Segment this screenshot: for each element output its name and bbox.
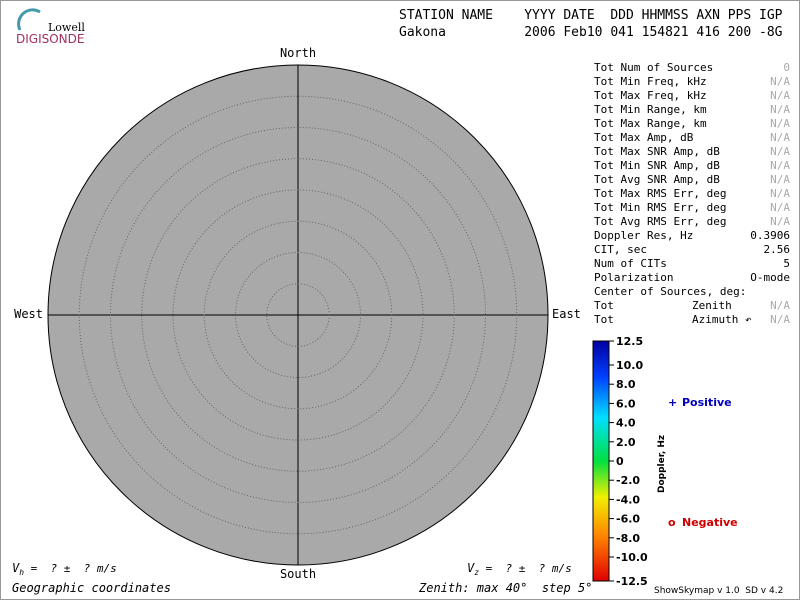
stat-label: Tot Min SNR Amp, dB: [594, 159, 720, 172]
stat-label: Polarization: [594, 271, 673, 284]
stat-value: O-mode: [750, 271, 790, 284]
stat-label: Tot Max Freq, kHz: [594, 89, 707, 102]
legend-positive-symbol: +: [668, 396, 677, 409]
polar-plot: [47, 64, 549, 566]
colorbar-tick-label: -4.0: [616, 493, 640, 506]
legend-negative-symbol: o: [668, 516, 676, 529]
stat-value: N/A: [770, 103, 790, 116]
colorbar-ticks: 12.5 10.0 8.0 6.0 4.0 2.0 0 -2.0 -4.0 -6.0 -8.0 -10…: [609, 335, 648, 588]
center-value: N/A: [770, 299, 790, 312]
zenith-ring: [141, 158, 455, 472]
stat-value: N/A: [770, 187, 790, 200]
colorbar-label: Doppler, Hz: [657, 435, 667, 493]
stat-value: N/A: [770, 89, 790, 102]
stat-value: N/A: [770, 145, 790, 158]
vh-rest: = ? ± ? m/s: [24, 562, 117, 575]
center-field: Zenith: [692, 299, 732, 312]
center-value: N/A: [770, 313, 790, 326]
stat-label: Tot Max Amp, dB: [594, 131, 694, 144]
colorbar-tick-label: 8.0: [616, 378, 636, 391]
center-title: Center of Sources, deg:: [594, 285, 746, 298]
vz-rest: = ? ± ? m/s: [479, 562, 572, 575]
vh-v: V: [12, 561, 20, 575]
stats: Tot Num of Sources 0 Tot Min Freq, kHz N/A T…: [594, 61, 790, 326]
stat-label: Tot Max SNR Amp, dB: [594, 145, 720, 158]
colorbar-tick-label: 6.0: [616, 397, 636, 410]
stat-value: 2.56: [764, 243, 791, 256]
stat-label: Tot Min Range, km: [594, 103, 707, 116]
colorbar-tick-label: -6.0: [616, 513, 640, 526]
colorbar: [592, 340, 610, 582]
stat-value: 0: [783, 61, 790, 74]
stat-label: Num of CITs: [594, 257, 667, 270]
north-label: North: [280, 46, 316, 60]
stat-label: CIT, sec: [594, 243, 647, 256]
colorbar-tick-label: 0: [616, 455, 624, 468]
header-labels: STATION NAME YYYY DATE DDD HHMMSS AXN PP…: [399, 8, 783, 23]
zenith-ring: [172, 189, 424, 441]
zenith-ring: [110, 127, 486, 503]
stat-value: N/A: [770, 215, 790, 228]
legend-positive: Positive: [682, 396, 732, 409]
vh-readout: Vh = ? ± ? m/s: [12, 561, 117, 577]
vh-sub: h: [19, 568, 24, 577]
colorbar-tick-label: 10.0: [616, 359, 643, 372]
west-label: West: [14, 307, 43, 321]
center-label: Tot: [594, 313, 614, 326]
colorbar-tick-label: 4.0: [616, 417, 636, 430]
stat-value: 0.3906: [750, 229, 790, 242]
stat-value: N/A: [770, 173, 790, 186]
stat-label: Tot Min RMS Err, deg: [594, 201, 726, 214]
vz-readout: Vz = ? ± ? m/s: [467, 561, 572, 577]
colorbar-tick-label: 2.0: [616, 436, 636, 449]
stat-value: 5: [783, 257, 790, 270]
east-label: East: [552, 307, 581, 321]
zenith-info: Zenith: max 40° step 5°: [418, 581, 592, 595]
stat-value: N/A: [770, 159, 790, 172]
stat-value: N/A: [770, 131, 790, 144]
stat-label: Tot Avg RMS Err, deg: [594, 215, 726, 228]
stat-value: N/A: [770, 201, 790, 214]
stat-label: Tot Max RMS Err, deg: [594, 187, 726, 200]
colorbar-tick-label: 12.5: [616, 335, 643, 348]
zenith-ring: [78, 95, 518, 535]
vz-sub: z: [474, 568, 479, 577]
zenith-ring: [266, 283, 330, 347]
stat-label: Tot Max Range, km: [594, 117, 707, 130]
colorbar-tick-label: -8.0: [616, 532, 640, 545]
zenith-ring: [235, 252, 361, 378]
stat-label: Tot Num of Sources: [594, 61, 713, 74]
logo-top: Lowell: [48, 21, 85, 34]
stat-label: Tot Min Freq, kHz: [594, 75, 707, 88]
colorbar-tick-label: -12.5: [616, 575, 648, 588]
stat-label: Tot Avg SNR Amp, dB: [594, 173, 720, 186]
legend-negative: Negative: [682, 516, 738, 529]
version: ShowSkymap v 1.0 SD v 4.2: [654, 586, 783, 596]
coordinates: Geographic coordinates: [12, 581, 171, 595]
south-label: South: [280, 567, 316, 581]
logo-arc: [17, 8, 41, 31]
vz-v: V: [467, 561, 475, 575]
header-values: Gakona 2006 Feb10 041 154821 416 200 -8G: [399, 25, 783, 40]
colorbar-tick-label: -10.0: [616, 551, 648, 564]
stat-value: N/A: [770, 117, 790, 130]
stat-label: Doppler Res, Hz: [594, 229, 693, 242]
logo-bottom: DIGISONDE: [16, 32, 84, 46]
center-label: Tot: [594, 299, 614, 312]
zenith-ring: [203, 220, 393, 410]
colorbar-tick-label: -2.0: [616, 474, 640, 487]
stat-value: N/A: [770, 75, 790, 88]
center-field: Azimuth ↶: [692, 313, 752, 326]
